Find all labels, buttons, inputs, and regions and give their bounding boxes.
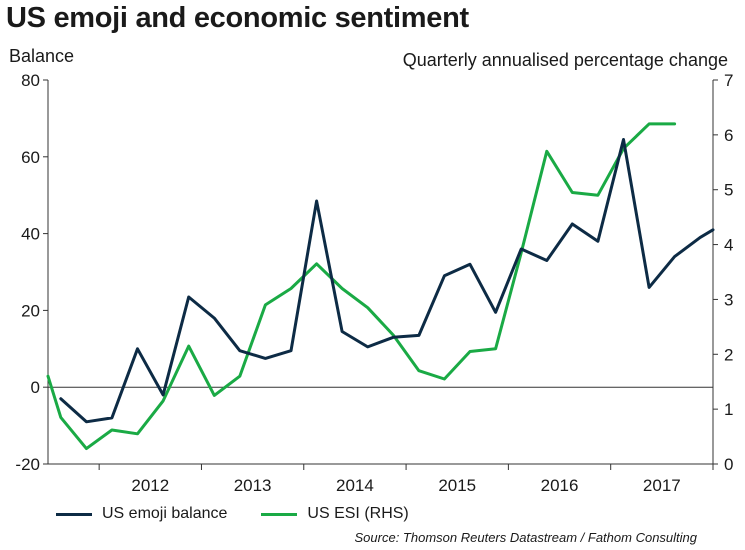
left-tick-label: 60 [21, 148, 40, 167]
left-tick-label: 80 [21, 71, 40, 90]
legend-label-esi: US ESI (RHS) [307, 505, 409, 522]
right-tick-label: 4 [724, 236, 733, 255]
series-line-emoji-balance [59, 138, 715, 424]
right-tick-label: 1 [724, 400, 733, 419]
legend-swatch-esi [261, 512, 298, 516]
legend: US emoji balance US ESI (RHS) [56, 505, 443, 523]
series-line-esi [46, 122, 677, 451]
right-tick-label: 6 [724, 126, 733, 145]
source-note: Source: Thomson Reuters Datastream / Fat… [354, 530, 697, 545]
right-tick-label: 7 [724, 71, 733, 90]
right-tick-label: 5 [724, 181, 733, 200]
right-tick-label: 0 [724, 455, 733, 474]
legend-item-emoji: US emoji balance [56, 505, 227, 523]
left-tick-label: 40 [21, 225, 40, 244]
legend-label-emoji: US emoji balance [102, 505, 228, 522]
right-tick-label: 2 [724, 345, 733, 364]
chart-title: US emoji and economic sentiment [6, 2, 469, 34]
x-tick-label: 2016 [541, 476, 579, 495]
right-tick-label: 3 [724, 290, 733, 309]
x-tick-label: 2013 [234, 476, 272, 495]
x-tick-label: 2017 [643, 476, 681, 495]
legend-swatch-emoji [56, 512, 92, 516]
legend-item-esi: US ESI (RHS) [261, 505, 409, 523]
left-tick-label: -20 [15, 455, 40, 474]
left-tick-label: 0 [31, 378, 40, 397]
left-tick-label: 20 [21, 301, 40, 320]
right-axis-label: Quarterly annualised percentage change [402, 50, 728, 70]
left-axis-label: Balance [9, 46, 75, 66]
x-tick-label: 2015 [438, 476, 476, 495]
x-tick-label: 2012 [131, 476, 169, 495]
x-tick-label: 2014 [336, 476, 374, 495]
